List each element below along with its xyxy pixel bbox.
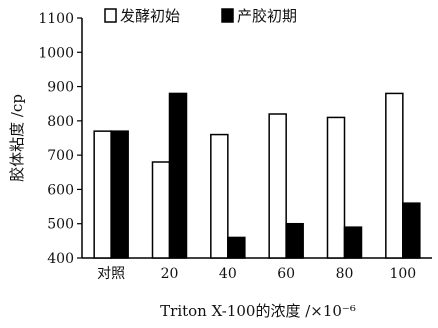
y-tick-label: 600 [47,182,74,198]
y-axis: 400 500 600 700 800 900 1000 1100 [38,11,83,267]
y-tick-label: 700 [47,148,74,164]
x-tick-label: 80 [336,266,354,282]
legend: 发酵初始 产胶初期 [104,7,297,25]
bars [93,92,421,259]
bar-series-1 [385,92,404,259]
x-axis: 对照 20 40 60 80 100 [82,257,432,282]
bar-series-1 [151,161,171,259]
x-tick-label: 60 [277,266,295,282]
legend-swatch-series-1 [104,8,117,23]
x-tick-label: 40 [219,266,237,282]
y-tick-label: 1100 [38,11,74,27]
x-tick-label: 20 [161,266,179,282]
y-tick-label: 900 [47,80,74,96]
legend-swatch-series-2 [221,8,234,23]
x-tick-label: 对照 [97,266,125,282]
y-axis-title: 胶体粘度 /cp [8,94,26,182]
legend-label-series-1: 发酵初始 [120,7,180,25]
bar-series-1 [326,116,346,259]
bar-series-2 [227,236,246,259]
x-tick-label: 100 [389,266,416,282]
legend-label-series-2: 产胶初期 [237,7,297,25]
bar-series-1 [93,130,112,259]
bar-series-1 [210,133,229,259]
bar-series-2 [343,226,363,259]
y-tick-label: 1000 [38,45,74,61]
x-axis-title: Triton X-100的浓度 /×10⁻⁶ [160,302,356,320]
bar-series-2 [402,202,421,259]
y-tick-label: 400 [47,251,74,267]
bar-series-1 [268,113,287,259]
bar-series-2 [110,130,129,259]
y-tick-label: 500 [47,217,74,233]
y-tick-label: 800 [47,114,74,130]
bar-series-2 [285,222,304,259]
bar-series-2 [168,92,188,259]
